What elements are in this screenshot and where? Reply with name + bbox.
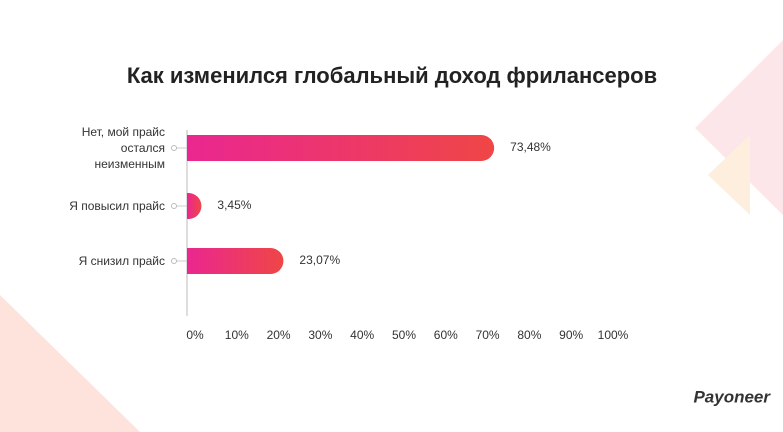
chart-title: Как изменился глобальный доход фрилансер…: [127, 63, 657, 88]
connector-dot: [171, 203, 177, 209]
x-tick-label: 60%: [434, 328, 458, 342]
logo: Payoneer: [693, 387, 771, 406]
x-tick-label: 90%: [559, 328, 583, 342]
value-label: 23,07%: [299, 253, 340, 267]
x-tick-label: 80%: [517, 328, 541, 342]
x-tick-label: 70%: [476, 328, 500, 342]
x-tick-label: 100%: [598, 328, 629, 342]
x-tick-label: 10%: [225, 328, 249, 342]
x-tick-label: 50%: [392, 328, 416, 342]
value-label: 73,48%: [510, 140, 551, 154]
bar: [187, 248, 284, 274]
y-tick-label: Я повысил прайс: [69, 199, 165, 213]
decor: [695, 40, 783, 215]
bar: [187, 193, 202, 219]
bar: [187, 135, 495, 161]
connector-dot: [171, 258, 177, 264]
decor: [708, 135, 750, 215]
y-tick-label: Нет, мой прайс остался неизменным: [81, 125, 165, 171]
connector-dot: [171, 145, 177, 151]
x-tick-label: 30%: [308, 328, 332, 342]
x-tick-label: 0%: [186, 328, 204, 342]
value-label: 3,45%: [217, 198, 251, 212]
y-tick-label: Я снизил прайс: [78, 254, 165, 268]
decor: [0, 295, 140, 432]
x-tick-label: 40%: [350, 328, 374, 342]
x-tick-label: 20%: [267, 328, 291, 342]
